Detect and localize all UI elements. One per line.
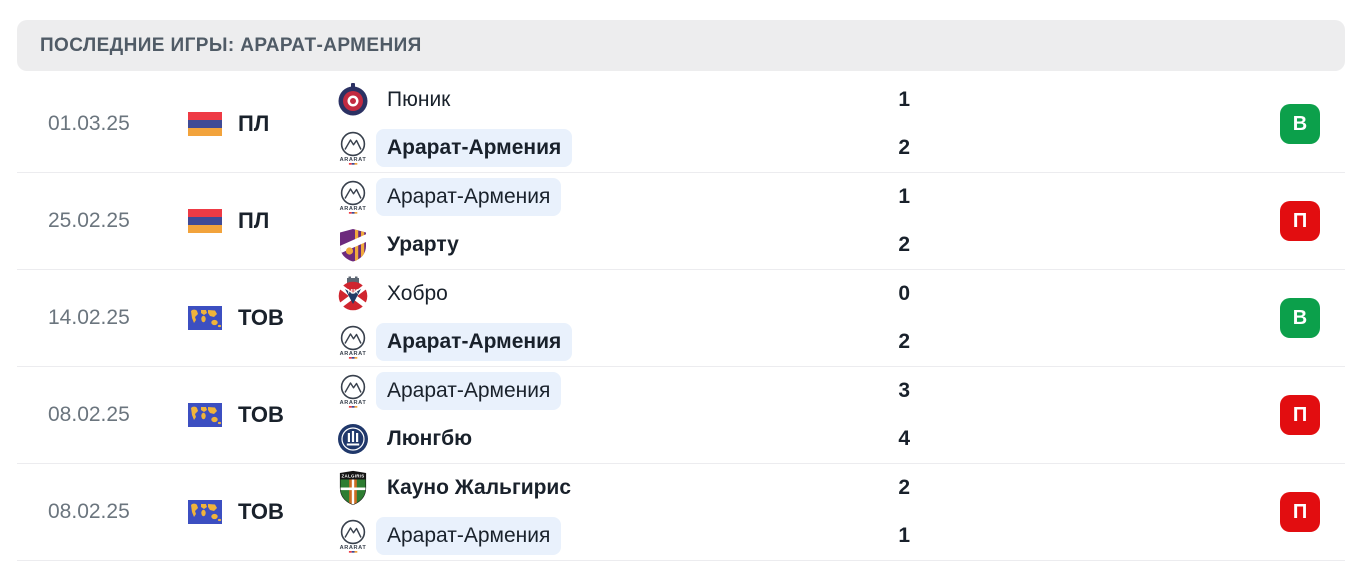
match-date: 25.02.25 xyxy=(48,209,130,232)
team-name: Арарат-Армения xyxy=(376,178,562,216)
team-line-away: ARARAT Арарат-Армения 2 xyxy=(335,318,920,366)
result-badge: В xyxy=(1280,104,1320,144)
match-date: 08.02.25 xyxy=(48,500,130,523)
team-line-home: Пюник 1 xyxy=(335,76,920,124)
ararat-armenia-logo: ARARAT xyxy=(335,130,371,166)
hobro-logo: HIK xyxy=(335,276,371,312)
team-name: Арарат-Армения xyxy=(376,129,573,167)
result-cell: П xyxy=(1280,395,1320,435)
kauno-zalgiris-logo: ZALGIRIS xyxy=(335,470,371,506)
result-badge: П xyxy=(1280,395,1320,435)
team-name: Арарат-Армения xyxy=(376,372,562,410)
recent-games-widget: ПОСЛЕДНИЕ ИГРЫ: АРАРАТ-АРМЕНИЯ 01.03.25 … xyxy=(17,20,1345,561)
team-score: 1 xyxy=(898,88,910,111)
armenia-flag-icon xyxy=(188,209,222,233)
result-badge: В xyxy=(1280,298,1320,338)
team-score: 1 xyxy=(898,185,910,208)
team-name: Люнгбю xyxy=(387,427,473,450)
team-line-away: ARARAT Арарат-Армения 2 xyxy=(335,124,920,172)
team-name: Пюник xyxy=(387,88,451,111)
match-date: 01.03.25 xyxy=(48,112,130,135)
result-badge: П xyxy=(1280,201,1320,241)
pyunik-logo xyxy=(335,82,371,118)
svg-text:ARARAT: ARARAT xyxy=(340,157,367,163)
ararat-armenia-logo: ARARAT xyxy=(335,373,371,409)
svg-text:ZALGIRIS: ZALGIRIS xyxy=(342,474,365,479)
match-row[interactable]: 14.02.25 ТОВ HIK Хобро 0 ARARAT Арарат-А… xyxy=(17,270,1345,367)
team-score: 4 xyxy=(898,427,910,450)
competition-cell: ТОВ xyxy=(188,402,335,428)
team-score: 0 xyxy=(898,282,910,305)
teams-scores: ARARAT Арарат-Армения 1 Урарту 2 xyxy=(335,173,920,269)
teams-scores: HIK Хобро 0 ARARAT Арарат-Армения 2 xyxy=(335,270,920,366)
competition-cell: ТОВ xyxy=(188,305,335,331)
team-line-home: ZALGIRIS Кауно Жальгирис 2 xyxy=(335,464,920,512)
competition-label: ТОВ xyxy=(238,402,284,427)
competition-label: ПЛ xyxy=(238,208,270,233)
result-cell: П xyxy=(1280,492,1320,532)
urartu-logo xyxy=(335,227,371,263)
match-row[interactable]: 25.02.25 ПЛ ARARAT Арарат-Армения 1 Урар… xyxy=(17,173,1345,270)
match-row[interactable]: 01.03.25 ПЛ Пюник 1 ARARAT Арарат-Армени… xyxy=(17,76,1345,173)
svg-text:HIK: HIK xyxy=(348,290,359,296)
team-score: 1 xyxy=(898,524,910,547)
competition-label: ПЛ xyxy=(238,111,270,136)
svg-text:ARARAT: ARARAT xyxy=(340,400,367,406)
svg-text:ARARAT: ARARAT xyxy=(340,545,367,551)
team-name: Арарат-Армения xyxy=(376,517,562,555)
team-name: Кауно Жальгирис xyxy=(387,476,572,499)
result-cell: П xyxy=(1280,201,1320,241)
result-cell: В xyxy=(1280,298,1320,338)
team-name: Арарат-Армения xyxy=(376,323,573,361)
ararat-armenia-logo: ARARAT xyxy=(335,179,371,215)
team-line-home: ARARAT Арарат-Армения 3 xyxy=(335,367,920,415)
team-line-home: HIK Хобро 0 xyxy=(335,270,920,318)
team-score: 2 xyxy=(898,476,910,499)
competition-cell: ПЛ xyxy=(188,208,335,234)
teams-scores: ZALGIRIS Кауно Жальгирис 2 ARARAT Арарат… xyxy=(335,464,920,560)
team-line-home: ARARAT Арарат-Армения 1 xyxy=(335,173,920,221)
svg-text:ARARAT: ARARAT xyxy=(340,351,367,357)
team-score: 3 xyxy=(898,379,910,402)
team-line-away: ARARAT Арарат-Армения 1 xyxy=(335,512,920,560)
match-date: 08.02.25 xyxy=(48,403,130,426)
ararat-armenia-logo: ARARAT xyxy=(335,324,371,360)
match-date: 14.02.25 xyxy=(48,306,130,329)
competition-cell: ПЛ xyxy=(188,111,335,137)
competition-cell: ТОВ xyxy=(188,499,335,525)
match-row[interactable]: 08.02.25 ТОВ ZALGIRIS Кауно Жальгирис 2 … xyxy=(17,464,1345,561)
world-map-icon xyxy=(188,306,222,330)
widget-title: ПОСЛЕДНИЕ ИГРЫ: АРАРАТ-АРМЕНИЯ xyxy=(40,34,422,56)
team-score: 2 xyxy=(898,330,910,353)
armenia-flag-icon xyxy=(188,112,222,136)
team-name: Урарту xyxy=(387,233,459,256)
result-badge: П xyxy=(1280,492,1320,532)
match-row[interactable]: 08.02.25 ТОВ ARARAT Арарат-Армения 3 Люн… xyxy=(17,367,1345,464)
widget-header: ПОСЛЕДНИЕ ИГРЫ: АРАРАТ-АРМЕНИЯ xyxy=(17,20,1345,71)
competition-label: ТОВ xyxy=(238,305,284,330)
team-line-away: Урарту 2 xyxy=(335,221,920,269)
world-map-icon xyxy=(188,500,222,524)
result-cell: В xyxy=(1280,104,1320,144)
team-line-away: Люнгбю 4 xyxy=(335,415,920,463)
lyngby-logo xyxy=(335,421,371,457)
svg-text:ARARAT: ARARAT xyxy=(340,206,367,212)
matches-list: 01.03.25 ПЛ Пюник 1 ARARAT Арарат-Армени… xyxy=(17,76,1345,561)
world-map-icon xyxy=(188,403,222,427)
team-name: Хобро xyxy=(387,282,448,305)
team-score: 2 xyxy=(898,233,910,256)
ararat-armenia-logo: ARARAT xyxy=(335,518,371,554)
teams-scores: ARARAT Арарат-Армения 3 Люнгбю 4 xyxy=(335,367,920,463)
competition-label: ТОВ xyxy=(238,499,284,524)
teams-scores: Пюник 1 ARARAT Арарат-Армения 2 xyxy=(335,76,920,172)
team-score: 2 xyxy=(898,136,910,159)
